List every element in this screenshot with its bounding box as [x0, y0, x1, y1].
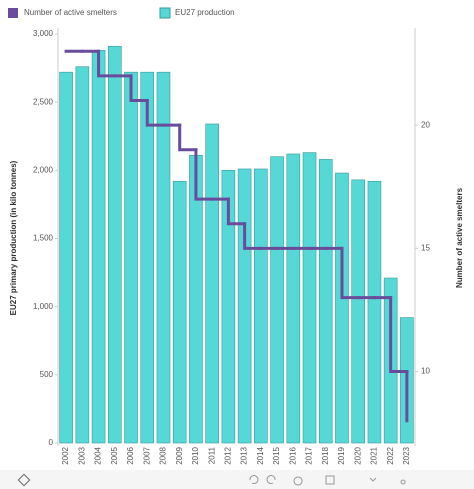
x-tick-label: 2013: [240, 446, 249, 464]
step-line: [226, 197, 247, 226]
y2-axis-label: Number of active smelters: [455, 187, 464, 288]
x-tick-label: 2021: [370, 446, 379, 464]
footer-bar: [0, 470, 474, 489]
x-tick-label: 2018: [321, 446, 330, 464]
x-tick-label: 2010: [191, 446, 200, 464]
x-tick-label: 2020: [353, 446, 362, 464]
legend-swatch: [159, 7, 171, 19]
x-tick-label: 2017: [305, 446, 314, 464]
step-line: [243, 222, 263, 250]
step-line: [97, 49, 117, 78]
step-line: [389, 296, 409, 374]
bar: [318, 159, 333, 444]
x-tick-label: 2008: [159, 446, 168, 464]
x-tick-label: 2012: [223, 446, 232, 464]
bar: [270, 156, 284, 444]
y-tick-label: 500: [40, 370, 54, 379]
bar: [302, 152, 317, 444]
y2-tick-label: 10: [421, 367, 430, 376]
x-tick-label: 2011: [207, 446, 216, 464]
legend-swatch: [8, 8, 18, 18]
legend-label: Number of active smelters: [24, 8, 117, 17]
y-tick-label: 3,000: [33, 29, 54, 38]
x-tick-label: 2006: [126, 446, 135, 464]
x-tick-label: 2004: [94, 446, 103, 464]
x-tick-label: 2003: [77, 446, 86, 464]
step-line: [145, 99, 165, 127]
x-tick-label: 2016: [288, 446, 297, 464]
bar: [205, 123, 219, 444]
legend-label: EU27 production: [175, 8, 235, 17]
step-line: [178, 123, 198, 152]
bar: [140, 71, 155, 444]
y-axis-label: EU27 primary production (in kilo tonnes): [9, 160, 18, 315]
x-tick-label: 2014: [256, 446, 265, 464]
bar: [221, 170, 236, 444]
y-tick-label: 2,000: [33, 165, 54, 174]
x-tick-label: 2019: [337, 446, 346, 464]
step-line: [194, 148, 214, 201]
bar: [75, 66, 90, 444]
bar: [107, 45, 122, 444]
bar: [351, 179, 366, 444]
step-line: [129, 74, 149, 103]
x-tick-label: 2002: [61, 446, 70, 464]
y-tick-label: 1,000: [33, 302, 54, 311]
x-tick-label: 2015: [272, 446, 281, 464]
tableau-icon: [17, 473, 31, 487]
y2-tick-label: 15: [421, 243, 430, 252]
bar: [156, 71, 171, 444]
y-tick-label: 2,500: [33, 97, 54, 106]
x-tick-label: 2009: [175, 446, 184, 464]
bar: [237, 168, 252, 444]
x-tick-label: 2005: [110, 446, 119, 464]
bar: [254, 168, 268, 444]
step-line: [340, 246, 360, 300]
toolbar-icons[interactable]: [249, 475, 406, 486]
bar: [91, 50, 106, 444]
y-tick-label: 1,500: [33, 234, 54, 243]
bar: [286, 153, 301, 444]
x-tick-label: 2023: [402, 446, 411, 464]
bar: [335, 172, 349, 444]
x-tick-label: 2022: [386, 446, 395, 464]
bar: [172, 180, 187, 444]
x-tick-label: 2007: [142, 446, 151, 464]
bar: [59, 71, 73, 444]
y-tick-label: 0: [49, 438, 54, 447]
bar: [124, 71, 138, 444]
y2-tick-label: 20: [421, 120, 430, 129]
bar: [367, 180, 382, 444]
